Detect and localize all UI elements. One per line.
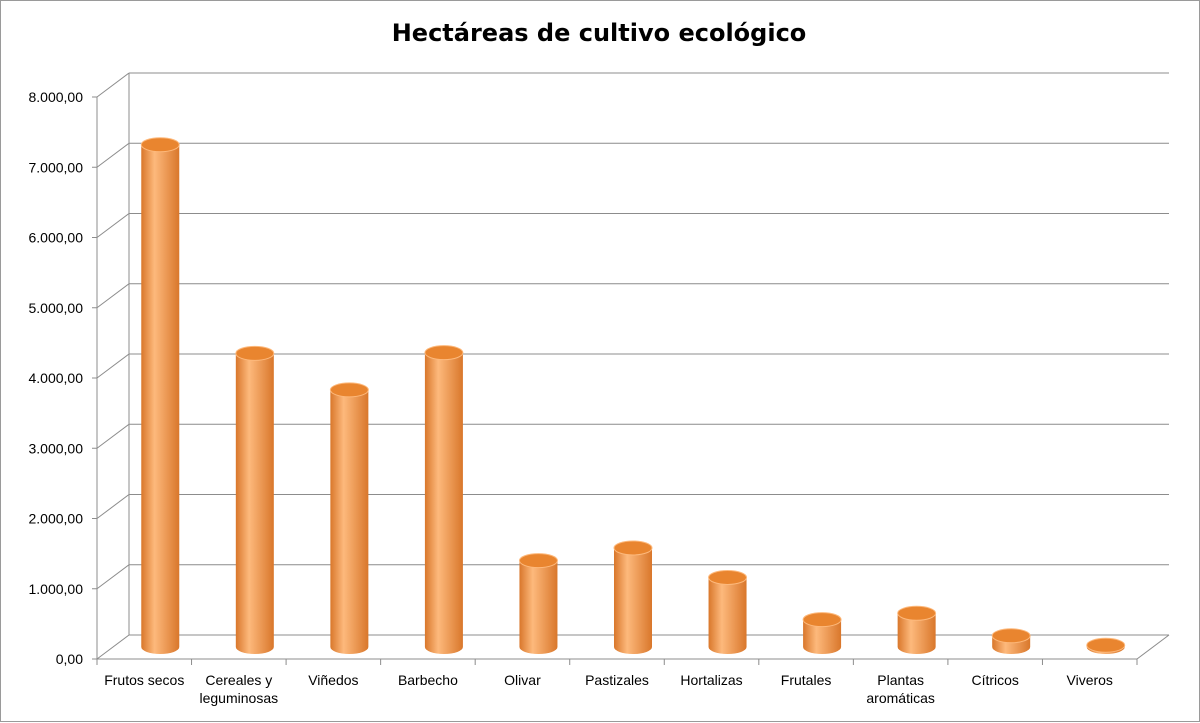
bar-body bbox=[424, 352, 463, 655]
bar bbox=[329, 382, 369, 655]
gridlines bbox=[96, 72, 1169, 660]
bar-top bbox=[802, 612, 842, 628]
bar bbox=[235, 345, 275, 655]
y-tick-label: 4.000,00 bbox=[29, 370, 84, 386]
gridline-side bbox=[96, 213, 130, 238]
bar-top bbox=[708, 569, 748, 585]
bar-top bbox=[897, 605, 937, 621]
bar-body bbox=[897, 613, 936, 655]
y-tick-label: 5.000,00 bbox=[29, 300, 84, 316]
x-category-label: Cereales y leguminosas bbox=[200, 672, 279, 706]
axes bbox=[92, 73, 1170, 665]
gridline-side bbox=[96, 353, 130, 379]
y-tick-label: 0,00 bbox=[56, 651, 83, 667]
x-category-label: Pastizales bbox=[585, 672, 649, 688]
x-category-label: Barbecho bbox=[398, 672, 458, 688]
bar-top bbox=[991, 628, 1031, 644]
x-category-label: Cítricos bbox=[971, 672, 1018, 688]
y-axis-tick-labels: 0,00 1.000,00 2.000,00 3.000,00 4.000,00 5.00… bbox=[29, 89, 84, 667]
x-category-label: Plantas aromáticas bbox=[866, 672, 934, 706]
bar bbox=[708, 569, 748, 655]
bar-body bbox=[235, 353, 274, 655]
bar bbox=[897, 605, 937, 655]
gridline-side bbox=[96, 634, 130, 660]
bar-body bbox=[614, 547, 652, 654]
bar-body bbox=[330, 389, 369, 655]
bar-top bbox=[1086, 637, 1126, 653]
bar-top bbox=[235, 345, 275, 361]
gridline-side bbox=[96, 142, 130, 168]
bar-top bbox=[613, 540, 653, 556]
chart-title: Hectáreas de cultivo ecológico bbox=[392, 19, 807, 47]
bar bbox=[140, 137, 180, 654]
x-category-label: Hortalizas bbox=[680, 672, 742, 688]
bar-body bbox=[519, 560, 558, 655]
bar-top bbox=[329, 382, 369, 398]
x-category-label: Frutos secos bbox=[104, 672, 184, 688]
bar bbox=[802, 612, 842, 655]
bar-top bbox=[140, 137, 180, 153]
gridline-side bbox=[96, 564, 130, 590]
gridline-side bbox=[96, 423, 130, 449]
bar bbox=[1086, 637, 1126, 655]
bars bbox=[140, 137, 1126, 655]
bar-body bbox=[708, 577, 747, 655]
x-category-label: Viveros bbox=[1067, 672, 1113, 688]
y-tick-label: 6.000,00 bbox=[29, 230, 84, 246]
y-tick-label: 1.000,00 bbox=[29, 581, 84, 597]
x-category-label: Frutales bbox=[781, 672, 832, 688]
gridline-side bbox=[96, 283, 130, 309]
gridline-side bbox=[96, 494, 130, 519]
gridline-side bbox=[96, 72, 130, 98]
bar-body bbox=[803, 619, 842, 655]
floor-edge bbox=[1136, 634, 1170, 660]
bar-top bbox=[424, 345, 464, 361]
x-category-label: Viñedos bbox=[308, 672, 358, 688]
bar bbox=[518, 553, 558, 655]
bar bbox=[613, 540, 653, 654]
y-tick-label: 3.000,00 bbox=[29, 440, 84, 456]
x-category-label: Olivar bbox=[504, 672, 541, 688]
x-axis-category-labels: Frutos secos Cereales y leguminosas Viñedos… bbox=[104, 672, 1113, 706]
y-tick-label: 8.000,00 bbox=[29, 89, 84, 105]
bar bbox=[424, 345, 464, 655]
y-tick-label: 7.000,00 bbox=[29, 159, 84, 175]
bar-body bbox=[141, 144, 180, 654]
bar bbox=[991, 628, 1031, 654]
bar-top bbox=[518, 553, 558, 569]
y-tick-label: 2.000,00 bbox=[29, 511, 84, 527]
